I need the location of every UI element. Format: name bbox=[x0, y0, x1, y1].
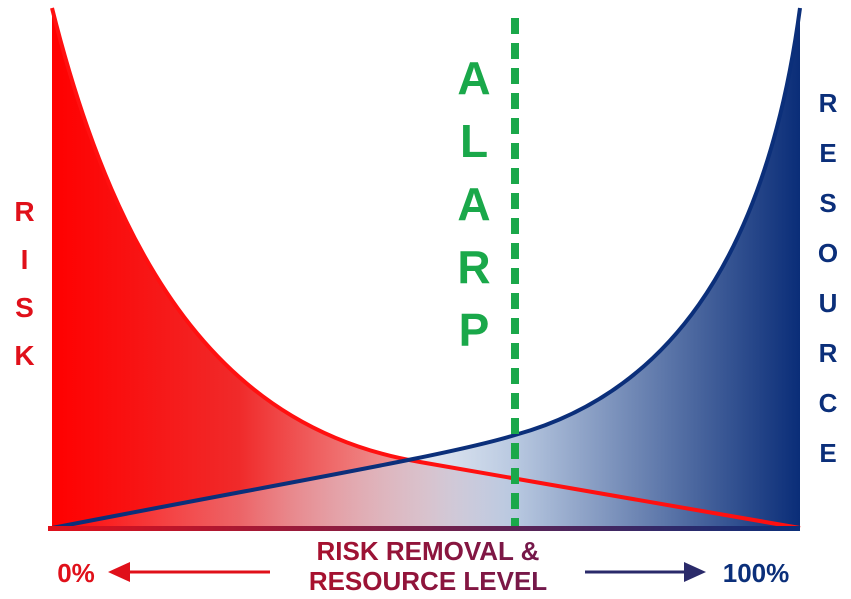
resource-curve bbox=[51, 7, 802, 530]
baseline bbox=[48, 526, 800, 531]
axis-title-line1: RISK REMOVAL & bbox=[317, 536, 540, 566]
axis-title-line2: RESOURCE LEVEL bbox=[309, 566, 547, 596]
risk-area bbox=[52, 8, 800, 528]
risk-curve bbox=[50, 7, 801, 530]
min-label: 0% bbox=[57, 558, 95, 588]
right-arrowhead bbox=[684, 562, 706, 582]
resource-area bbox=[52, 8, 800, 528]
left-arrowhead bbox=[108, 562, 130, 582]
max-label: 100% bbox=[723, 558, 790, 588]
risk-label: RISK bbox=[9, 196, 40, 388]
resource-label: RESOURCE bbox=[813, 88, 843, 488]
alarp-label: ALARP bbox=[448, 52, 500, 367]
